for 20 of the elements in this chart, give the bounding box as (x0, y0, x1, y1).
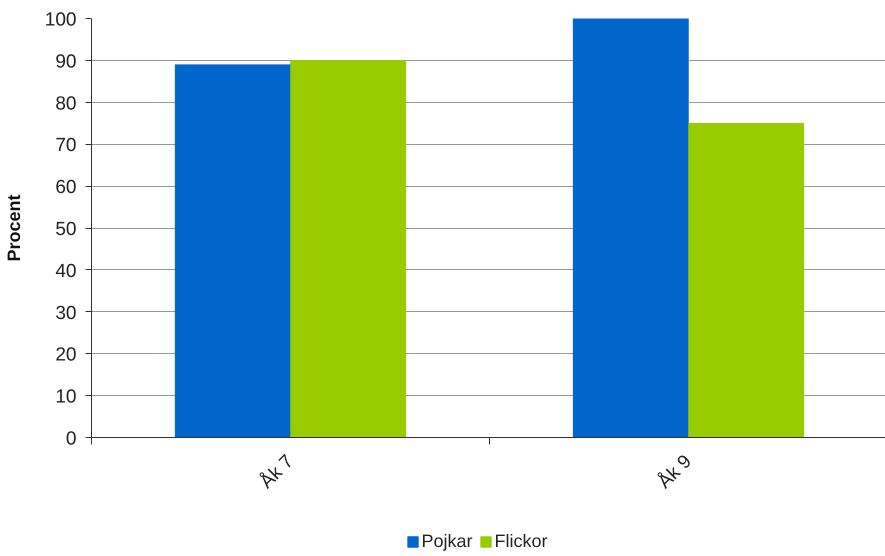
legend-label: Pojkar (422, 531, 473, 552)
bar (290, 60, 406, 438)
y-tick-label: 0 (66, 428, 77, 450)
y-tick-label: 40 (55, 260, 77, 282)
y-tick-label: 70 (55, 135, 77, 156)
x-tick-label: Åk 7 (255, 450, 298, 493)
y-tick-label: 50 (55, 219, 77, 240)
y-tick-label: 90 (55, 51, 77, 72)
y-tick-label: 20 (55, 344, 77, 366)
bar (572, 18, 689, 438)
y-tick-label: 60 (55, 177, 77, 198)
y-tick-label: 10 (55, 386, 77, 408)
y-tick-label: 100 (44, 10, 76, 30)
bar (174, 64, 291, 438)
legend-label: Flickor (494, 531, 548, 552)
y-tick-label: 30 (55, 302, 77, 324)
y-axis-title: Procent (4, 194, 24, 262)
bar (688, 123, 804, 438)
x-tick-label: Åk 9 (653, 450, 696, 493)
y-tick-label: 80 (55, 93, 77, 114)
